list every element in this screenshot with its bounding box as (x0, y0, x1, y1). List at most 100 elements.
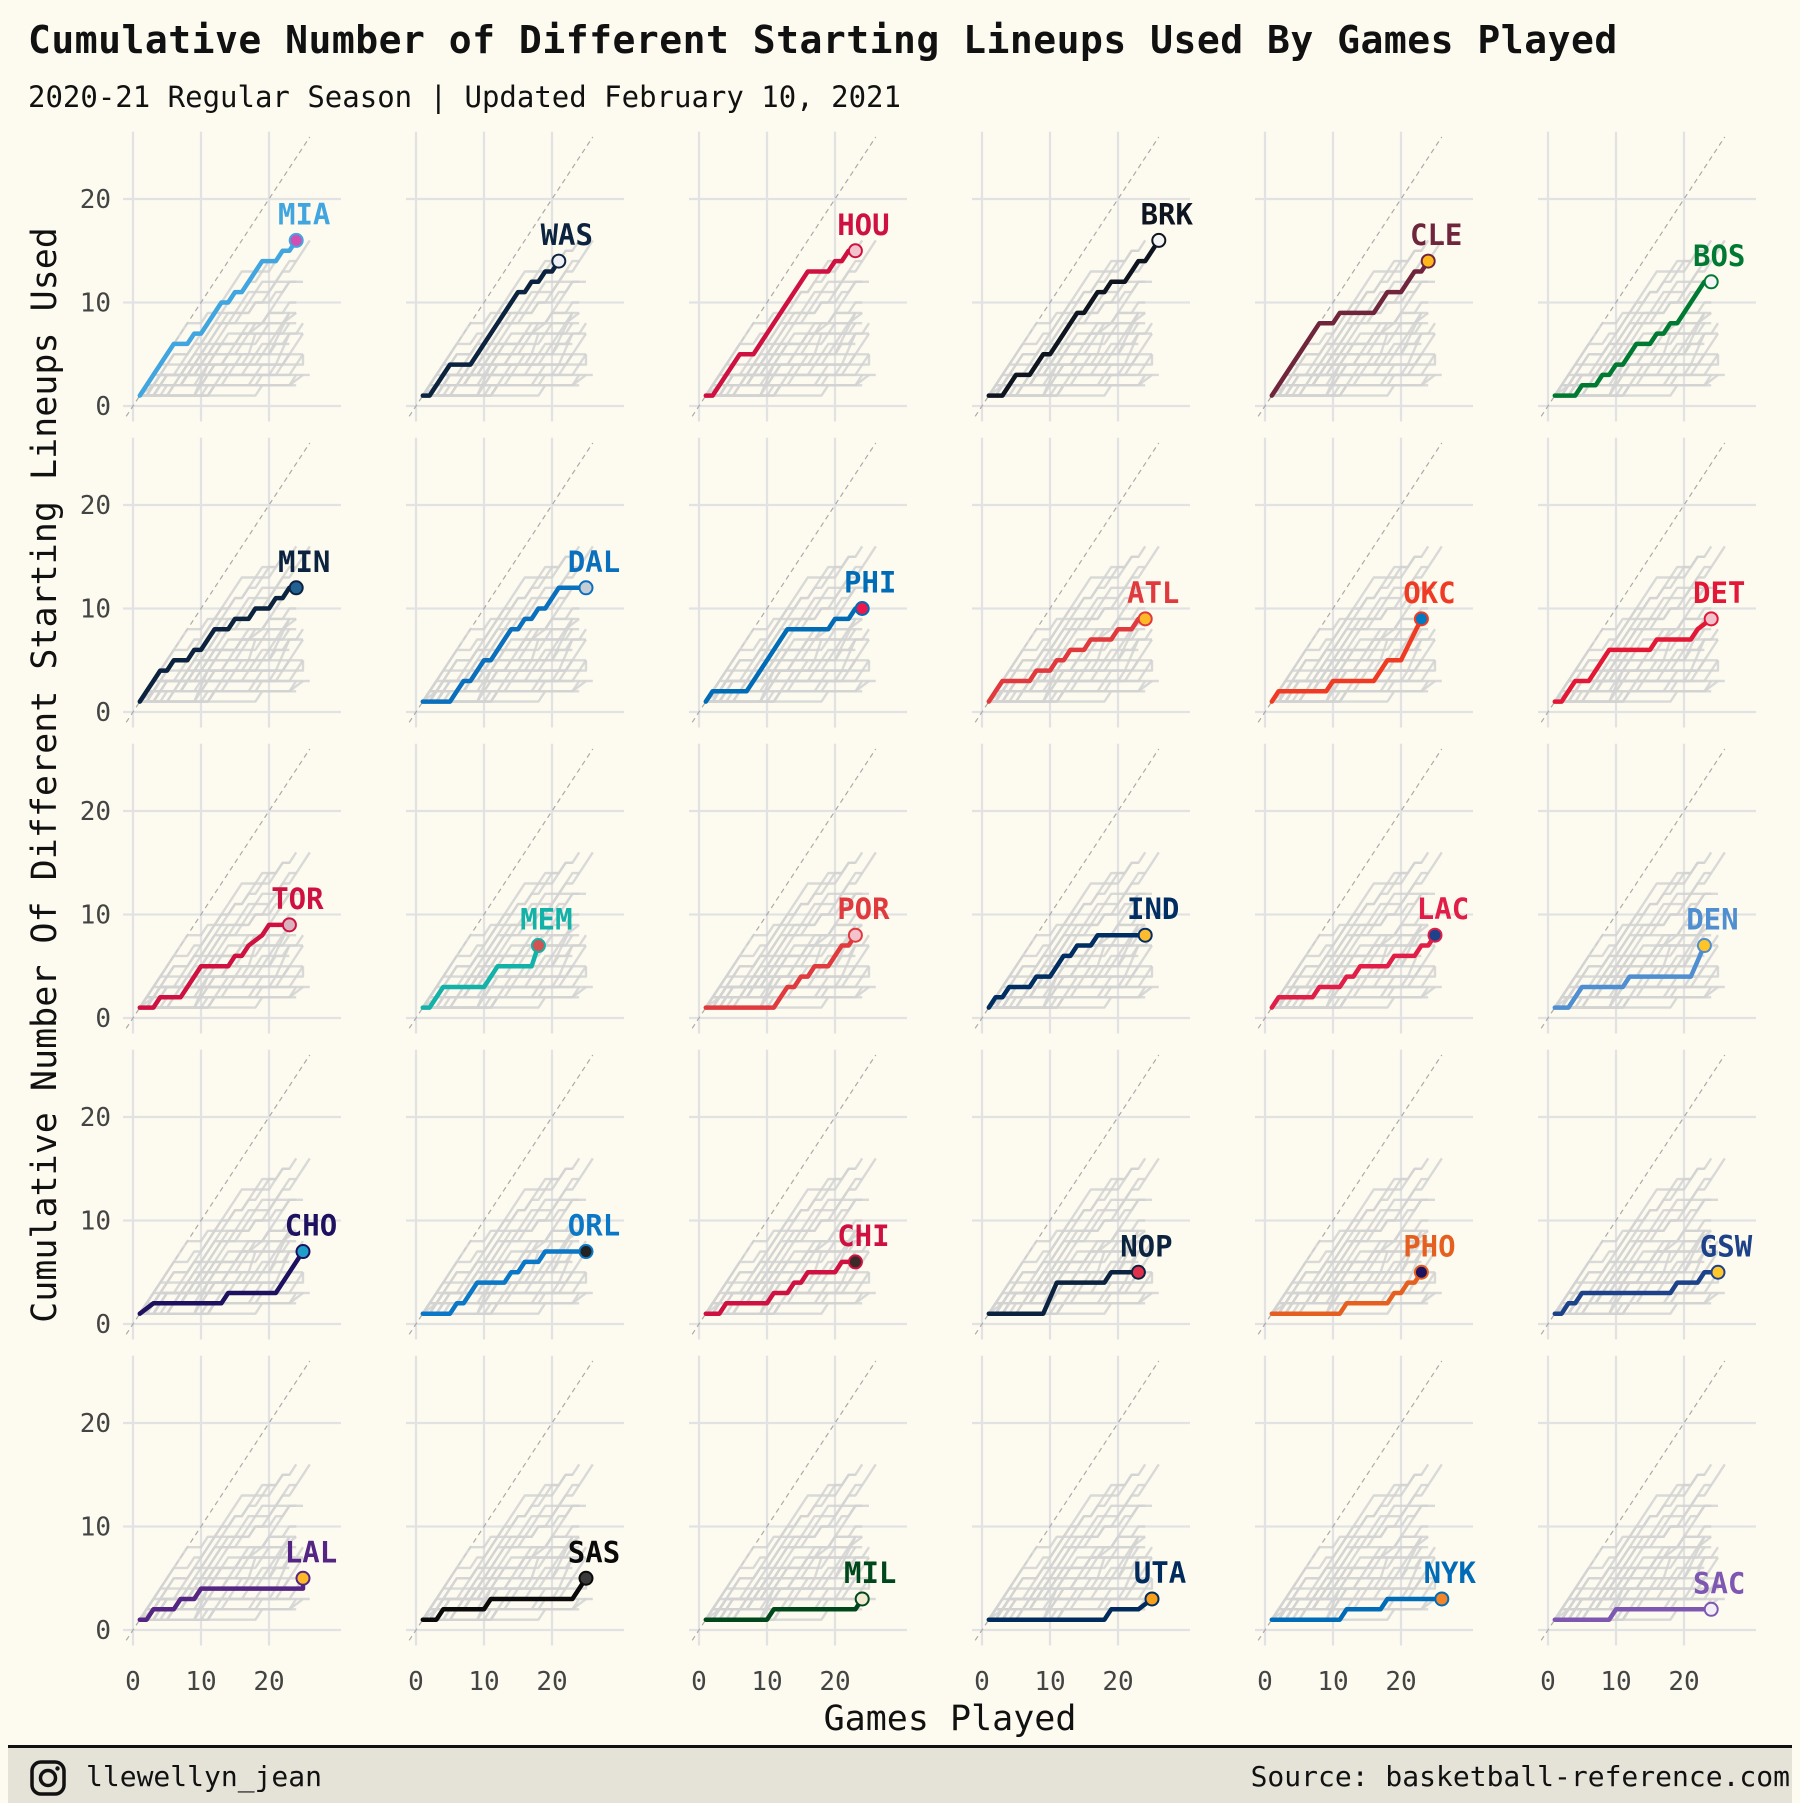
background-series-line (1554, 354, 1720, 397)
end-point-tor (281, 917, 297, 933)
background-series-line (1554, 1578, 1720, 1621)
panel-chi: CHI (689, 1049, 907, 1340)
series-line-nyk (1269, 1596, 1445, 1622)
y-tick-label: 20 (80, 1103, 111, 1133)
background-series-line (987, 872, 1147, 1009)
background-series-line (988, 659, 1154, 703)
series-line-tor (137, 922, 292, 1010)
panel-det: DET (1538, 437, 1756, 728)
background-series-line (138, 1484, 298, 1621)
end-point-lac (1427, 927, 1443, 943)
team-label: DAL (568, 545, 620, 579)
background-series-line (1553, 1240, 1712, 1315)
panel-uta: UTA 0 10 20 (972, 1355, 1190, 1697)
series-line-atl (986, 616, 1148, 704)
x-tick-label: 10 (1034, 1667, 1065, 1697)
y-tick-label: 0 (95, 1310, 111, 1340)
background-series-line (705, 1556, 869, 1621)
background-series-line (1270, 872, 1430, 1009)
background-series-line (138, 1240, 297, 1315)
background-series-line (987, 1546, 1146, 1621)
background-series-line (704, 260, 864, 397)
end-point-cho (295, 1244, 311, 1260)
panel-por: POR (689, 743, 907, 1034)
background-series-line (1271, 690, 1429, 703)
background-series-line (1271, 659, 1437, 703)
team-label: MIL (844, 1556, 896, 1590)
x-tick-label: 10 (1317, 1667, 1348, 1697)
background-series-line (1553, 892, 1712, 1009)
series-line-gsw (1552, 1270, 1721, 1316)
background-series-line (1271, 965, 1437, 1009)
series-line-min (137, 585, 299, 704)
background-series-line (705, 690, 863, 703)
team-label: LAL (285, 1535, 337, 1569)
x-tick-label: 20 (1668, 1667, 1699, 1697)
background-series-line (988, 851, 1160, 1009)
background-series-line (1554, 1271, 1720, 1315)
background-series-line (988, 944, 1152, 1009)
background-series-line (704, 872, 864, 1009)
background-series-line (1554, 996, 1712, 1009)
background-series-line (704, 1484, 864, 1621)
series-line-cle (1269, 258, 1431, 398)
team-label: DET (1693, 576, 1745, 610)
background-series-line (1271, 353, 1437, 397)
background-series-line (705, 659, 871, 703)
background-series-line (422, 1608, 580, 1621)
series-line-uta (986, 1596, 1155, 1622)
end-point-por (847, 927, 863, 943)
background-series-line (1270, 892, 1429, 1009)
background-series-line (1553, 1198, 1712, 1315)
team-label: CLE (1410, 218, 1462, 252)
panel-was: WAS (406, 131, 624, 422)
background-series-line (1554, 1556, 1718, 1621)
background-series-line (138, 892, 297, 1009)
team-label: MEM (520, 903, 572, 937)
background-series-line (139, 1608, 297, 1621)
background-series-line (138, 872, 298, 1009)
background-series-line (1271, 1463, 1443, 1621)
team-label: MIA (278, 197, 330, 231)
panel-okc: OKC (1255, 437, 1473, 728)
background-series-line (1553, 260, 1713, 397)
series-line-okc (1269, 616, 1424, 704)
background-series-line (1270, 628, 1429, 703)
x-tick-label: 0 (1540, 1667, 1556, 1697)
background-series-line (1271, 1272, 1437, 1315)
background-series-line (139, 966, 305, 1009)
team-label: POR (837, 892, 890, 926)
background-series-line (1554, 384, 1712, 397)
background-series-line (1270, 322, 1429, 397)
end-point-was (551, 253, 567, 269)
background-series-line (1271, 332, 1435, 397)
background-series-line (704, 280, 863, 397)
background-series-line (1271, 996, 1429, 1009)
panel-ind: IND (972, 743, 1190, 1034)
x-tick-label: 20 (253, 1667, 284, 1697)
background-series-line (987, 892, 1146, 1009)
y-tick-label: 10 (80, 595, 111, 625)
background-series-line (1271, 354, 1437, 397)
background-series-line (422, 996, 580, 1009)
background-series-line (1271, 239, 1443, 397)
team-label: LAC (1417, 892, 1469, 926)
end-point-mia (288, 232, 304, 248)
background-series-line (421, 872, 581, 1009)
x-tick-label: 10 (1600, 1667, 1631, 1697)
background-series-line (987, 280, 1146, 397)
end-point-nop (1130, 1264, 1146, 1280)
end-point-min (288, 580, 304, 596)
background-series-line (1553, 566, 1713, 703)
background-series-line (988, 965, 1154, 1009)
background-series-line (138, 1546, 297, 1621)
background-series-line (705, 353, 871, 397)
panel-phi: PHI (689, 437, 907, 728)
panel-nyk: NYK 0 10 20 (1255, 1355, 1477, 1697)
background-series-line (988, 1250, 1152, 1315)
background-series-line (421, 892, 580, 1009)
background-series-line (705, 239, 877, 397)
series-line-bos (1552, 279, 1714, 398)
background-series-line (139, 638, 303, 703)
background-series-line (1270, 1198, 1429, 1315)
